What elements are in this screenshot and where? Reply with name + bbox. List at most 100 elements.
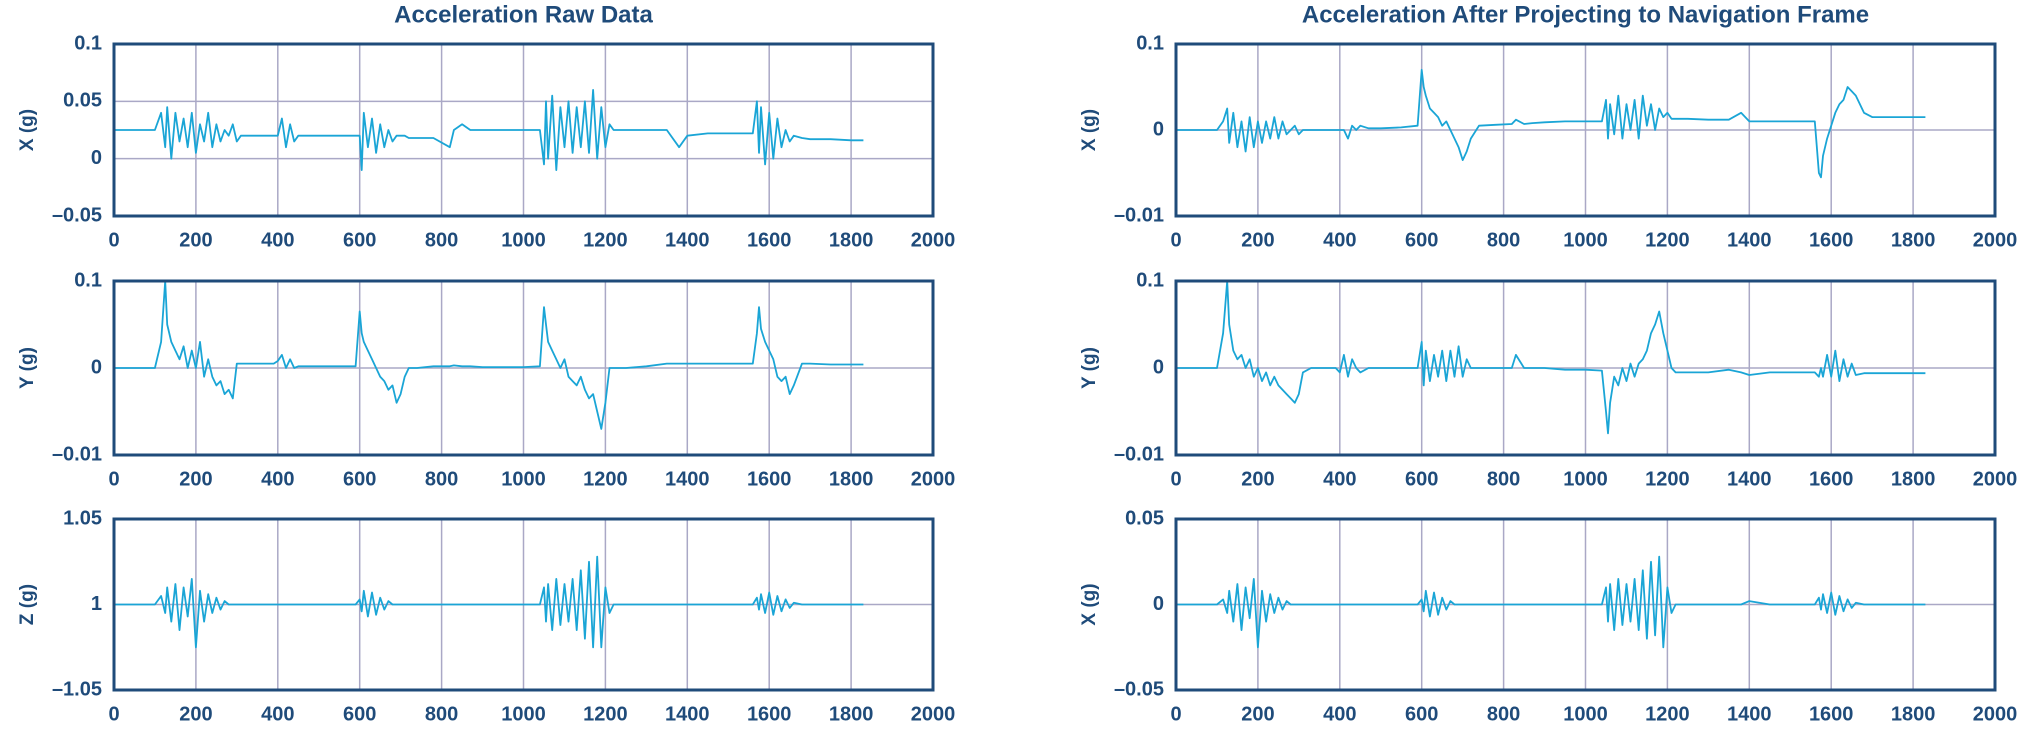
x-tick-label: 1200 [1645,229,1690,251]
y-tick-label: –1.05 [52,678,102,700]
x-tick-label: 1600 [747,703,792,725]
x-tick-label: 1400 [1727,229,1772,251]
x-tick-label: 2000 [1973,468,2018,490]
y-tick-label: 0 [1153,356,1164,378]
y-axis-label: Y (g) [17,347,38,389]
x-tick-label: 1000 [1563,229,1608,251]
x-tick-label: 1800 [829,229,874,251]
x-tick-label: 200 [1241,703,1274,725]
x-tick-label: 200 [179,229,212,251]
x-tick-label: 600 [343,703,376,725]
data-line [1176,555,1926,649]
x-tick-label: 400 [1323,703,1356,725]
data-line [1176,280,1926,435]
plot-frame [112,517,935,692]
y-tick-label: 0 [91,356,102,378]
x-tick-label: 1200 [1645,703,1690,725]
x-tick-label: 0 [108,229,119,251]
x-tick-label: 600 [1405,703,1438,725]
y-tick-label: 0.1 [1136,32,1164,54]
x-tick-label: 800 [425,468,458,490]
y-tick-label: 0.1 [1136,269,1164,291]
x-tick-label: 1000 [1563,703,1608,725]
y-tick-label: 0.1 [74,269,102,291]
x-tick-label: 1400 [665,468,710,490]
plot-frame [1174,279,1997,457]
x-tick-label: 2000 [911,229,956,251]
x-tick-label: 1800 [829,703,874,725]
y-axis-label: X (g) [1079,109,1100,151]
y-tick-label: –0.01 [1114,204,1164,226]
y-tick-label: 0.05 [1125,507,1164,529]
x-tick-label: 1000 [501,468,546,490]
y-axis-label: Z (g) [17,584,38,625]
x-tick-label: 600 [1405,468,1438,490]
y-tick-label: 1 [91,593,102,615]
x-tick-label: 400 [261,703,294,725]
x-tick-label: 400 [261,229,294,251]
x-tick-label: 1600 [1809,703,1854,725]
y-tick-label: 0 [1153,593,1164,615]
chart-title: Acceleration Raw Data [394,1,653,28]
x-tick-label: 1400 [1727,468,1772,490]
y-tick-label: –0.05 [1114,678,1164,700]
x-tick-label: 1800 [1891,468,1936,490]
x-tick-label: 200 [1241,468,1274,490]
x-tick-label: 1200 [1645,468,1690,490]
x-tick-label: 0 [1170,703,1181,725]
data-line [114,280,864,430]
plot-frame [112,279,935,457]
data-line [114,89,864,171]
x-tick-label: 400 [261,468,294,490]
data-line [1176,68,1926,179]
x-tick-label: 1400 [665,229,710,251]
x-tick-label: 0 [108,468,119,490]
x-tick-label: 200 [179,703,212,725]
x-tick-label: 1200 [583,703,628,725]
x-tick-label: 0 [1170,229,1181,251]
x-tick-label: 600 [1405,229,1438,251]
x-tick-label: 1600 [747,229,792,251]
x-tick-label: 2000 [911,468,956,490]
x-tick-label: 400 [1323,229,1356,251]
x-tick-label: 800 [1487,468,1520,490]
x-tick-label: 2000 [911,703,956,725]
x-tick-label: 0 [108,703,119,725]
data-line [114,555,864,649]
y-tick-label: –0.01 [52,443,102,465]
y-tick-label: 0 [1153,118,1164,140]
x-tick-label: 1600 [747,468,792,490]
x-tick-label: 800 [1487,229,1520,251]
y-tick-label: –0.05 [52,204,102,226]
x-tick-label: 2000 [1973,703,2018,725]
x-tick-label: 1400 [665,703,710,725]
chart-title: Acceleration After Projecting to Navigat… [1302,1,1869,28]
x-tick-label: 1200 [583,229,628,251]
x-tick-label: 0 [1170,468,1181,490]
y-tick-label: –0.01 [1114,443,1164,465]
x-tick-label: 1000 [1563,468,1608,490]
plot-frame [112,42,935,218]
x-tick-label: 1400 [1727,703,1772,725]
x-tick-label: 200 [179,468,212,490]
x-tick-label: 800 [425,229,458,251]
x-tick-label: 1600 [1809,468,1854,490]
y-axis-label: X (g) [17,109,38,151]
y-tick-label: 0 [91,147,102,169]
y-tick-label: 0.1 [74,32,102,54]
y-tick-label: 0.05 [63,90,102,112]
x-tick-label: 1600 [1809,229,1854,251]
x-tick-label: 800 [1487,703,1520,725]
x-tick-label: 1000 [501,703,546,725]
y-axis-label: Y (g) [1079,347,1100,389]
x-tick-label: 1800 [1891,229,1936,251]
x-tick-label: 1000 [501,229,546,251]
x-tick-label: 600 [343,468,376,490]
x-tick-label: 1800 [829,468,874,490]
x-tick-label: 1800 [1891,703,1936,725]
plot-frame [1174,517,1997,692]
x-tick-label: 400 [1323,468,1356,490]
x-tick-label: 800 [425,703,458,725]
y-tick-label: 1.05 [63,507,102,529]
